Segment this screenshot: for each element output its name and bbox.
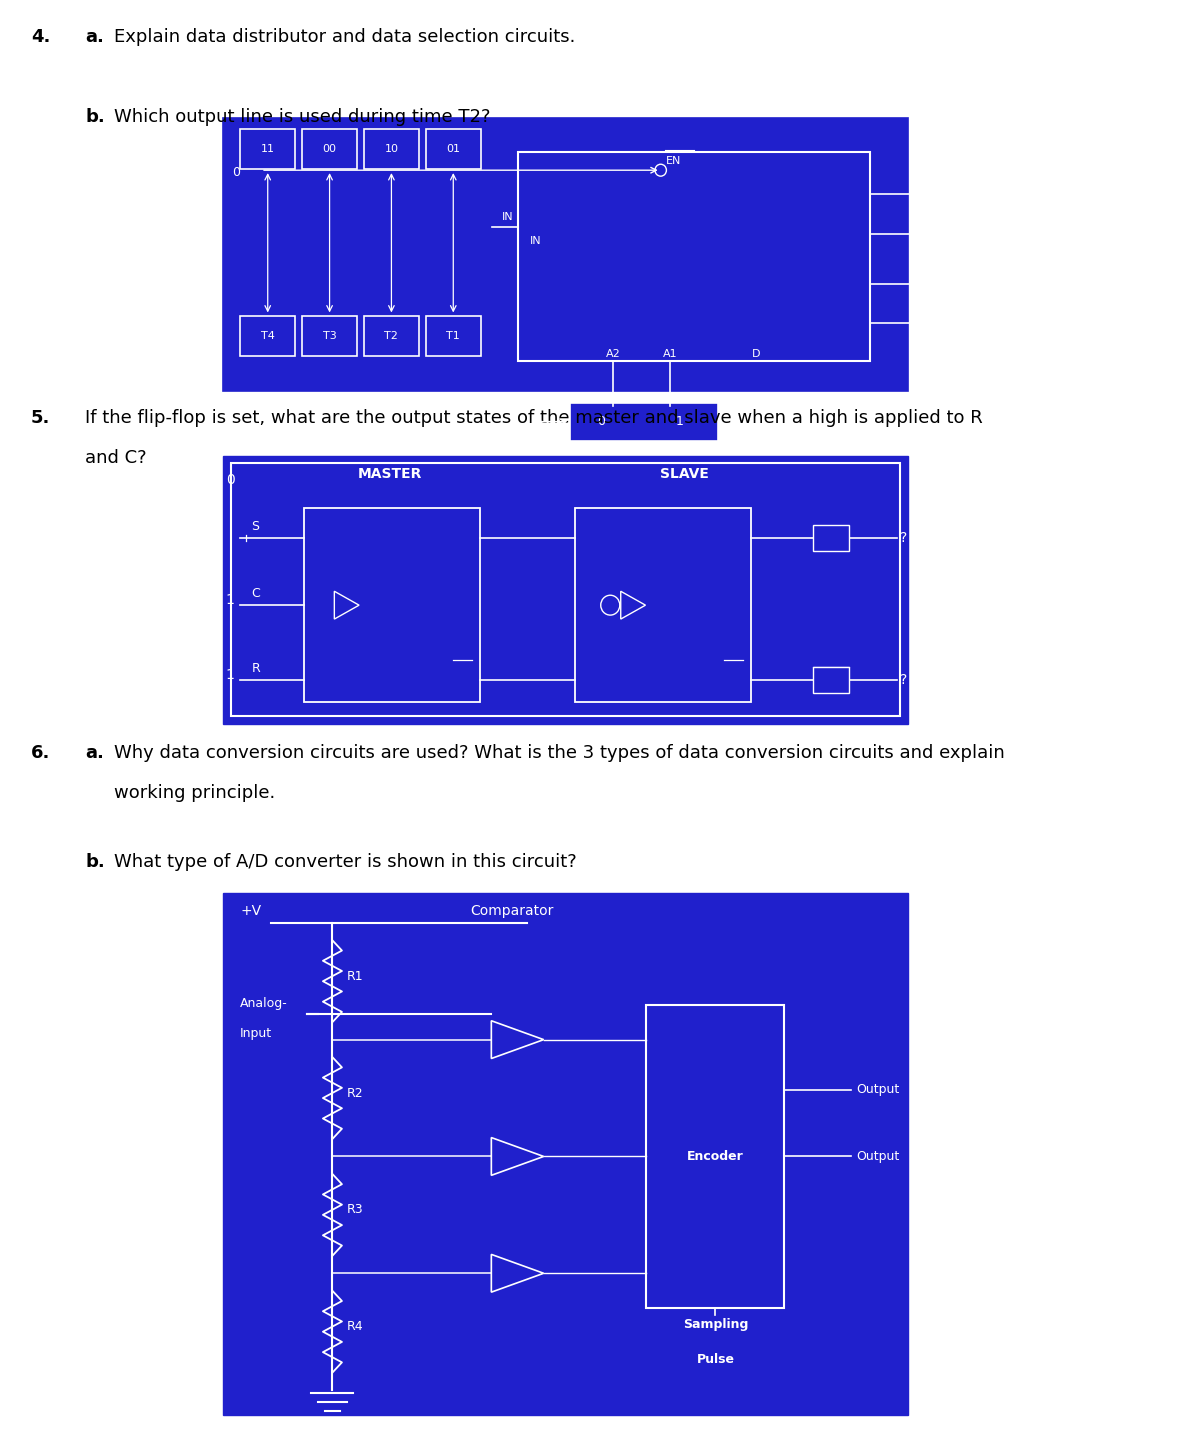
- Bar: [223, 894, 908, 1415]
- Bar: [575, 508, 751, 702]
- Text: 0: 0: [233, 167, 240, 180]
- Polygon shape: [491, 1138, 544, 1176]
- Text: R4: R4: [347, 1320, 364, 1333]
- Text: 01: 01: [446, 144, 461, 154]
- Text: C: C: [252, 587, 260, 600]
- Text: S: S: [588, 519, 596, 534]
- Text: C: C: [588, 594, 596, 607]
- Bar: [302, 317, 358, 355]
- Bar: [426, 317, 481, 355]
- Text: 00: 00: [323, 144, 336, 154]
- Text: R3: R3: [347, 1203, 364, 1216]
- Bar: [647, 1004, 785, 1308]
- Text: Comparator: Comparator: [470, 904, 553, 918]
- Text: 4.: 4.: [31, 27, 50, 46]
- Text: S: S: [252, 519, 259, 532]
- Text: +: +: [497, 1262, 505, 1272]
- Bar: [304, 508, 480, 702]
- Text: Why data conversion circuits are used? What is the 3 types of data conversion ci: Why data conversion circuits are used? W…: [114, 744, 1004, 761]
- Bar: [230, 463, 900, 717]
- Text: 1: 1: [226, 668, 234, 682]
- Text: R2: R2: [347, 1086, 364, 1099]
- Text: Q: Q: [458, 665, 468, 678]
- Bar: [812, 668, 850, 694]
- Text: a.: a.: [85, 27, 104, 46]
- Text: Q: Q: [730, 665, 739, 678]
- Bar: [364, 317, 419, 355]
- Text: R1: R1: [347, 970, 364, 983]
- Text: A: A: [925, 187, 934, 200]
- Text: 0: 0: [226, 473, 234, 488]
- Text: Q: Q: [458, 519, 468, 534]
- Text: Output: Output: [856, 1084, 899, 1097]
- Bar: [812, 525, 850, 551]
- Polygon shape: [620, 591, 646, 619]
- Text: If the flip-flop is set, what are the output states of the master and slave when: If the flip-flop is set, what are the ou…: [85, 409, 983, 427]
- Text: IN: IN: [502, 212, 514, 222]
- Text: Q: Q: [827, 675, 835, 685]
- Text: a.: a.: [85, 744, 104, 761]
- Text: SLAVE: SLAVE: [660, 468, 709, 482]
- Text: D: D: [751, 350, 760, 360]
- Polygon shape: [491, 1255, 544, 1292]
- Text: T3: T3: [323, 331, 336, 341]
- Text: 1: 1: [226, 593, 234, 607]
- Bar: [518, 153, 870, 361]
- Text: +: +: [497, 1029, 505, 1039]
- Text: T1: T1: [446, 331, 460, 341]
- Text: 1: 1: [676, 416, 684, 429]
- Text: 0: 0: [596, 416, 605, 429]
- Text: Encoder: Encoder: [688, 1150, 744, 1163]
- Text: A2: A2: [606, 350, 620, 360]
- Text: B: B: [925, 227, 934, 240]
- Text: working principle.: working principle.: [114, 784, 275, 802]
- Text: Sampling: Sampling: [683, 1318, 748, 1331]
- Bar: [240, 130, 295, 170]
- Text: C: C: [925, 278, 934, 291]
- Text: C: C: [317, 594, 325, 607]
- Text: and C?: and C?: [85, 449, 146, 466]
- Bar: [426, 130, 481, 170]
- Text: R: R: [252, 662, 260, 675]
- Polygon shape: [491, 1020, 544, 1059]
- Text: T4: T4: [260, 331, 275, 341]
- Text: What type of A/D converter is shown in this circuit?: What type of A/D converter is shown in t…: [114, 853, 576, 871]
- Text: Q: Q: [827, 532, 835, 543]
- Text: ?: ?: [900, 673, 907, 688]
- Text: EN: EN: [666, 157, 680, 167]
- Text: S: S: [317, 519, 325, 534]
- Text: 6.: 6.: [31, 744, 50, 761]
- Text: Analog-: Analog-: [240, 997, 288, 1010]
- Text: MASTER: MASTER: [358, 468, 421, 482]
- Text: CLK: CLK: [475, 417, 497, 427]
- Bar: [364, 130, 419, 170]
- Text: IN: IN: [529, 236, 541, 246]
- Text: 10: 10: [384, 144, 398, 154]
- Text: Output: Output: [856, 1150, 899, 1163]
- Text: 5.: 5.: [31, 409, 50, 427]
- Text: b.: b.: [85, 108, 104, 125]
- Text: +V: +V: [240, 904, 262, 918]
- Text: R: R: [588, 665, 596, 678]
- Bar: [240, 317, 295, 355]
- Bar: [302, 130, 358, 170]
- Text: Which output line is used during time T2?: Which output line is used during time T2…: [114, 108, 490, 125]
- Text: Explain data distributor and data selection circuits.: Explain data distributor and data select…: [114, 27, 575, 46]
- Text: ?: ?: [900, 531, 907, 545]
- Text: 11: 11: [260, 144, 275, 154]
- Text: +: +: [497, 1145, 505, 1156]
- Polygon shape: [335, 591, 359, 619]
- Text: A1: A1: [662, 350, 678, 360]
- Text: T2: T2: [384, 331, 398, 341]
- Text: R: R: [317, 665, 325, 678]
- Text: D: D: [925, 317, 935, 330]
- Bar: [570, 403, 718, 440]
- Bar: [223, 118, 908, 391]
- Text: Q: Q: [730, 519, 739, 534]
- Text: b.: b.: [85, 853, 104, 871]
- Text: Pulse: Pulse: [696, 1353, 734, 1366]
- Bar: [223, 456, 908, 724]
- Text: Input: Input: [240, 1027, 272, 1040]
